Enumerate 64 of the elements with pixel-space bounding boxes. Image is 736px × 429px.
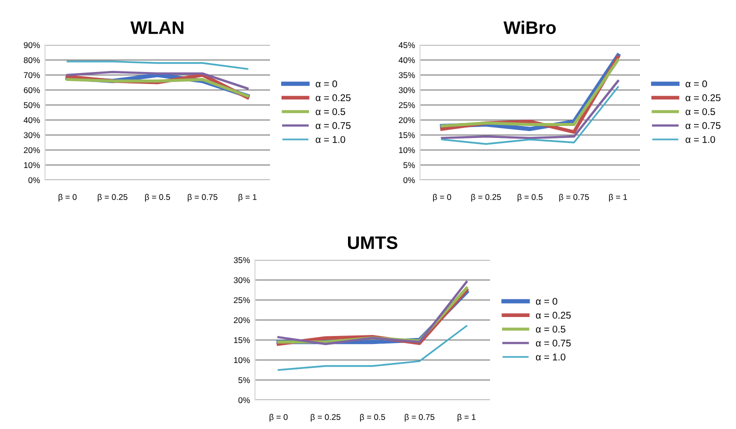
y-tick-label: 20% <box>234 317 250 324</box>
x-tick-label: β = 0.25 <box>471 194 501 202</box>
line-series <box>66 70 249 90</box>
line-series <box>278 325 468 371</box>
y-tick-label: 30% <box>24 132 40 138</box>
x-tick-label: β = 0.5 <box>518 194 543 202</box>
chart-title: UMTS <box>348 236 398 250</box>
y-tick-label: 15% <box>399 132 415 138</box>
y-tick-label: 40% <box>24 117 40 124</box>
legend-label: α = 0.5 <box>686 108 716 116</box>
y-tick-label: 10% <box>234 357 250 364</box>
x-tick-label: β = 0 <box>270 414 288 422</box>
legend-label: α = 0.75 <box>536 340 571 347</box>
y-tick-label: 30% <box>398 87 415 94</box>
y-tick-label: 0% <box>28 177 40 184</box>
legend-label: α = 0.25 <box>686 94 720 102</box>
y-tick-label: 25% <box>234 297 250 304</box>
chart-title: WLAN <box>130 21 184 34</box>
line-series <box>441 86 619 145</box>
x-tick-label: β = 0.5 <box>360 414 386 422</box>
y-tick-label: 35% <box>398 72 415 78</box>
y-tick-label: 45% <box>398 42 415 48</box>
legend-label: α = 0.5 <box>316 108 346 116</box>
x-tick-label: β = 0.25 <box>98 194 128 202</box>
legend-label: α = 0.75 <box>686 122 720 130</box>
legend-label: α = 1.0 <box>536 354 566 360</box>
legend-label: α = 0.25 <box>316 94 351 102</box>
y-tick-label: 10% <box>399 147 415 154</box>
legend-label: α = 1.0 <box>686 136 716 143</box>
x-tick-label: β = 1 <box>609 194 628 202</box>
y-tick-label: 0% <box>238 397 250 404</box>
y-tick-label: 50% <box>24 102 40 108</box>
y-tick-label: 35% <box>234 257 250 264</box>
x-tick-label: β = 0.75 <box>559 194 589 202</box>
x-tick-label: β = 0 <box>58 194 77 202</box>
y-tick-label: 20% <box>398 117 415 124</box>
legend-label: α = 1.0 <box>316 136 346 143</box>
y-tick-label: 5% <box>238 377 250 384</box>
chart-title: WiBro <box>504 20 556 34</box>
x-tick-label: β = 0.25 <box>310 414 340 422</box>
legend-label: α = 0.25 <box>536 312 571 319</box>
y-tick-label: 30% <box>234 277 250 284</box>
legend-label: α = 0 <box>686 80 707 88</box>
x-tick-label: β = 0.75 <box>188 194 218 202</box>
legend-label: α = 0.75 <box>316 122 351 130</box>
y-tick-label: 10% <box>24 162 40 168</box>
x-tick-label: β = 1 <box>458 414 476 422</box>
legend-label: α = 0 <box>316 80 338 88</box>
y-tick-label: 20% <box>24 147 40 154</box>
legend-label: α = 0 <box>536 298 558 305</box>
x-tick-label: β = 0.75 <box>404 414 434 422</box>
y-tick-label: 80% <box>24 57 40 64</box>
x-tick-label: β = 0 <box>433 194 452 202</box>
y-tick-label: 15% <box>234 337 250 344</box>
y-tick-label: 5% <box>403 162 415 168</box>
y-tick-label: 0% <box>403 177 415 184</box>
y-tick-label: 25% <box>398 102 415 108</box>
y-tick-label: 90% <box>24 42 40 48</box>
x-tick-label: β = 0.5 <box>145 194 170 202</box>
x-tick-label: β = 1 <box>238 194 257 202</box>
y-tick-label: 70% <box>24 72 40 78</box>
legend-label: α = 0.5 <box>536 326 566 333</box>
y-tick-label: 60% <box>24 87 40 94</box>
y-tick-label: 40% <box>398 57 415 64</box>
